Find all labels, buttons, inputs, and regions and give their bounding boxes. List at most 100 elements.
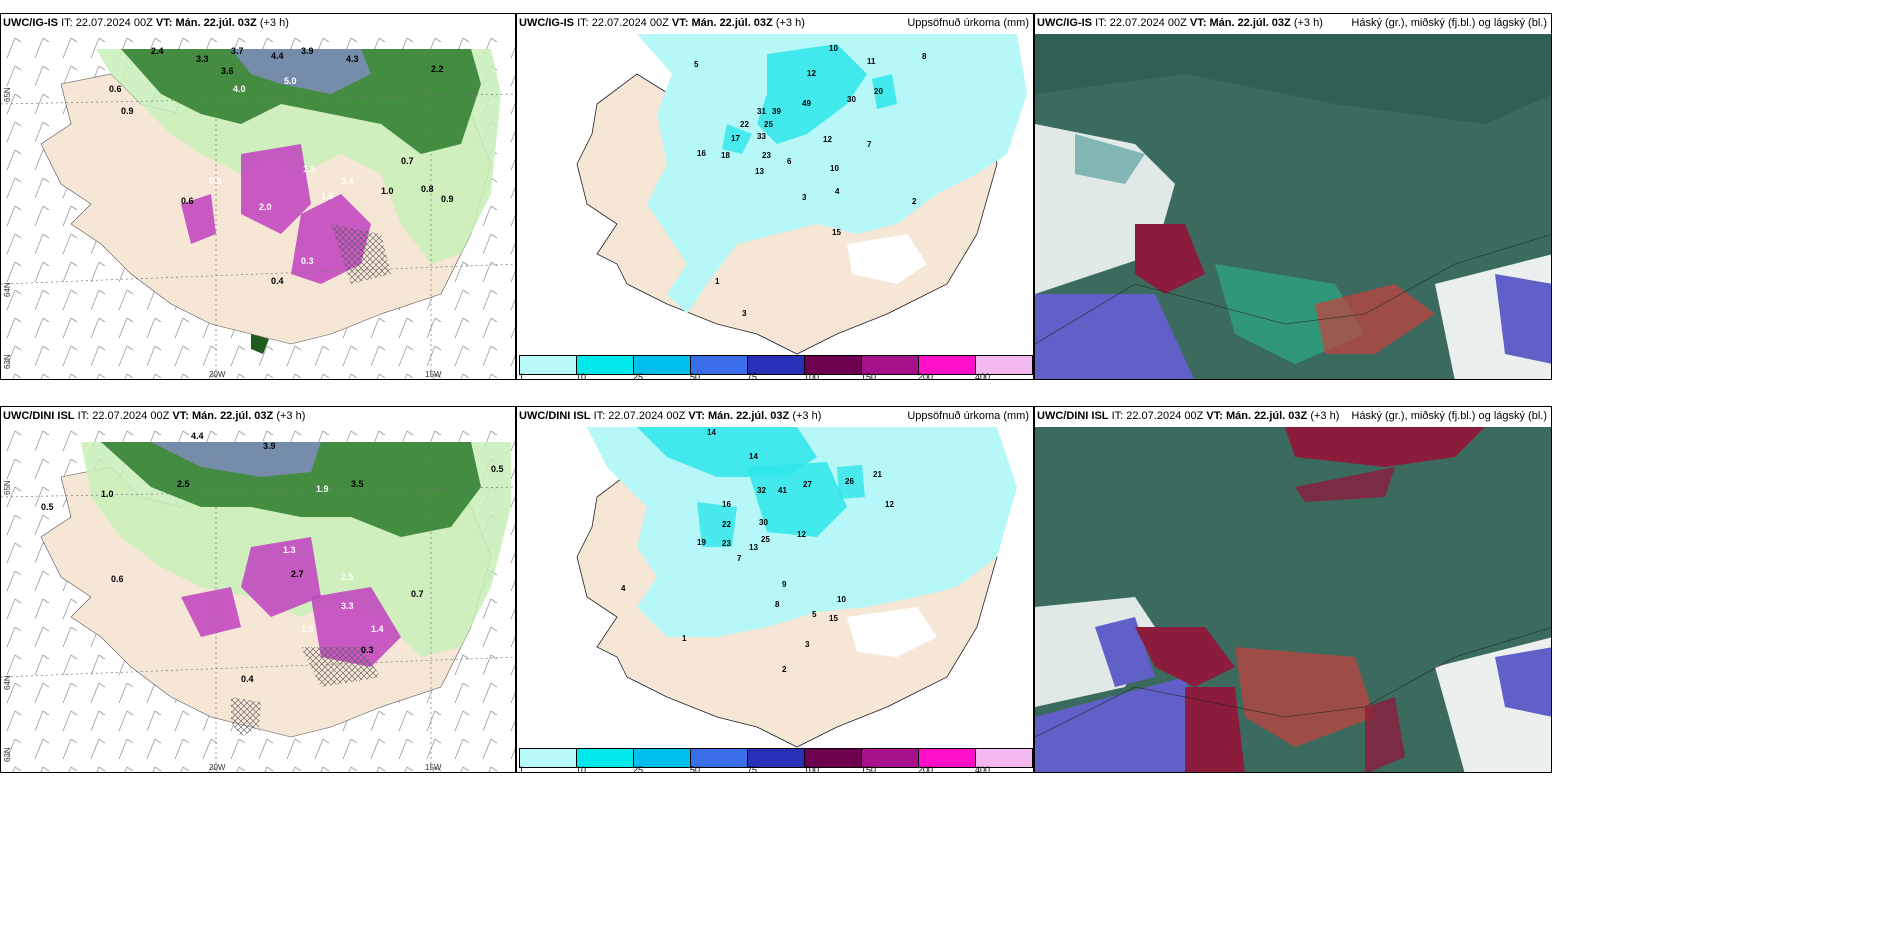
colorbar-tick: 1 (519, 372, 525, 380)
svg-text:9: 9 (782, 580, 787, 589)
svg-text:0.7: 0.7 (411, 589, 424, 599)
lon-label: 15W (425, 370, 442, 379)
svg-text:15: 15 (832, 228, 841, 237)
svg-text:4.4: 4.4 (191, 431, 204, 441)
svg-text:25: 25 (761, 535, 770, 544)
svg-text:8: 8 (922, 52, 927, 61)
colorbar-tick: 150 (861, 765, 877, 773)
svg-text:22: 22 (740, 120, 749, 129)
lon-label: 20W (209, 763, 226, 772)
panel-ig-precip: UWC/IG-IS IT: 22.07.2024 00Z VT: Mán. 22… (516, 13, 1034, 380)
svg-text:2: 2 (782, 665, 787, 674)
colorbar-segment (748, 749, 805, 767)
svg-text:17: 17 (731, 134, 740, 143)
panel-right-title: Uppsöfnuð úrkoma (mm) (907, 17, 1029, 29)
colorbar-tick: 200 (918, 372, 934, 380)
svg-text:30: 30 (847, 95, 856, 104)
panel-dini-precip: UWC/DINI ISL IT: 22.07.2024 00Z VT: Mán.… (516, 406, 1034, 773)
svg-text:3: 3 (742, 309, 747, 318)
svg-text:4: 4 (835, 187, 840, 196)
svg-text:5.0: 5.0 (284, 76, 297, 86)
svg-text:2.4: 2.4 (151, 46, 164, 56)
svg-text:0.4: 0.4 (241, 674, 254, 684)
lon-label: 15W (425, 763, 442, 772)
panel-ig-clouds: UWC/IG-IS IT: 22.07.2024 00Z VT: Mán. 22… (1034, 13, 1552, 380)
svg-text:12: 12 (823, 135, 832, 144)
svg-text:12: 12 (797, 530, 806, 539)
lat-label: 63N (3, 747, 12, 762)
svg-text:32: 32 (757, 486, 766, 495)
lat-label: 63N (3, 354, 12, 369)
svg-text:13: 13 (749, 543, 758, 552)
wind-map: 4.4 3.9 2.5 1.9 3.5 1.0 0.5 0.5 0.6 2.7 1.3 3.3 1.… (1, 427, 515, 772)
colorbar-segment (976, 356, 1032, 374)
svg-text:19: 19 (697, 538, 706, 547)
svg-text:1.6: 1.6 (321, 191, 334, 201)
colorbar-tick: 10 (576, 765, 587, 773)
svg-text:2: 2 (912, 197, 917, 206)
colorbar-tick: 1 (519, 765, 525, 773)
svg-text:2.2: 2.2 (431, 64, 444, 74)
svg-text:12: 12 (885, 500, 894, 509)
svg-text:4.4: 4.4 (271, 51, 284, 61)
svg-text:1.9: 1.9 (316, 484, 329, 494)
cloud-map (1035, 34, 1551, 379)
svg-text:3: 3 (805, 640, 810, 649)
svg-text:4.3: 4.3 (346, 54, 359, 64)
colorbar-tick: 25 (633, 372, 644, 380)
lat-label: 65N (3, 480, 12, 495)
svg-text:3.3: 3.3 (341, 601, 354, 611)
svg-text:0.3: 0.3 (301, 256, 314, 266)
colorbar-segment (691, 749, 748, 767)
svg-text:10: 10 (837, 595, 846, 604)
svg-text:1.5: 1.5 (301, 624, 314, 634)
svg-text:0.6: 0.6 (109, 84, 122, 94)
svg-text:10: 10 (829, 44, 838, 53)
lat-label: 64N (3, 675, 12, 690)
colorbar-segment (976, 749, 1032, 767)
colorbar-tick: 50 (690, 765, 701, 773)
colorbar-tick: 25 (633, 765, 644, 773)
panel-dini-clouds: UWC/DINI ISL IT: 22.07.2024 00Z VT: Mán.… (1034, 406, 1552, 773)
svg-text:16: 16 (697, 149, 706, 158)
svg-text:0.9: 0.9 (441, 194, 454, 204)
svg-text:41: 41 (778, 486, 787, 495)
colorbar-segment (919, 749, 976, 767)
colorbar-tick: 150 (861, 372, 877, 380)
svg-text:4.0: 4.0 (233, 84, 246, 94)
svg-text:3.6: 3.6 (221, 66, 234, 76)
colorbar-tick: 200 (918, 765, 934, 773)
colorbar-segment (634, 356, 691, 374)
panel-title: UWC/IG-IS IT: 22.07.2024 00Z VT: Mán. 22… (1037, 17, 1323, 29)
panel-right-title: Háský (gr.), miðský (fj.bl.) og lágský (… (1351, 17, 1547, 29)
colorbar-tick: 75 (747, 765, 758, 773)
svg-text:1.0: 1.0 (381, 186, 394, 196)
svg-text:31: 31 (757, 107, 766, 116)
lat-label: 65N (3, 87, 12, 102)
svg-text:0.5: 0.5 (41, 502, 54, 512)
svg-text:3.7: 3.7 (231, 46, 244, 56)
svg-text:1.4: 1.4 (371, 624, 384, 634)
svg-text:0.7: 0.7 (401, 156, 414, 166)
colorbar-segment (805, 749, 862, 767)
svg-text:0.9: 0.9 (121, 106, 134, 116)
svg-text:0.5: 0.5 (491, 464, 504, 474)
colorbar-segment (862, 356, 919, 374)
svg-text:2.0: 2.0 (259, 202, 272, 212)
svg-text:14: 14 (749, 452, 758, 461)
lon-label: 20W (209, 370, 226, 379)
svg-text:1: 1 (682, 634, 687, 643)
svg-text:12: 12 (807, 69, 816, 78)
svg-text:1.5: 1.5 (303, 164, 316, 174)
colorbar-tick: 100 (804, 765, 820, 773)
svg-text:18: 18 (721, 151, 730, 160)
svg-text:27: 27 (803, 480, 812, 489)
svg-text:20: 20 (874, 87, 883, 96)
svg-text:22: 22 (722, 520, 731, 529)
colorbar-segment (520, 749, 577, 767)
panel-title: UWC/DINI ISL IT: 22.07.2024 00Z VT: Mán.… (1037, 410, 1340, 422)
colorbar-segment (577, 356, 634, 374)
colorbar-tick: 100 (804, 372, 820, 380)
svg-text:8: 8 (775, 600, 780, 609)
